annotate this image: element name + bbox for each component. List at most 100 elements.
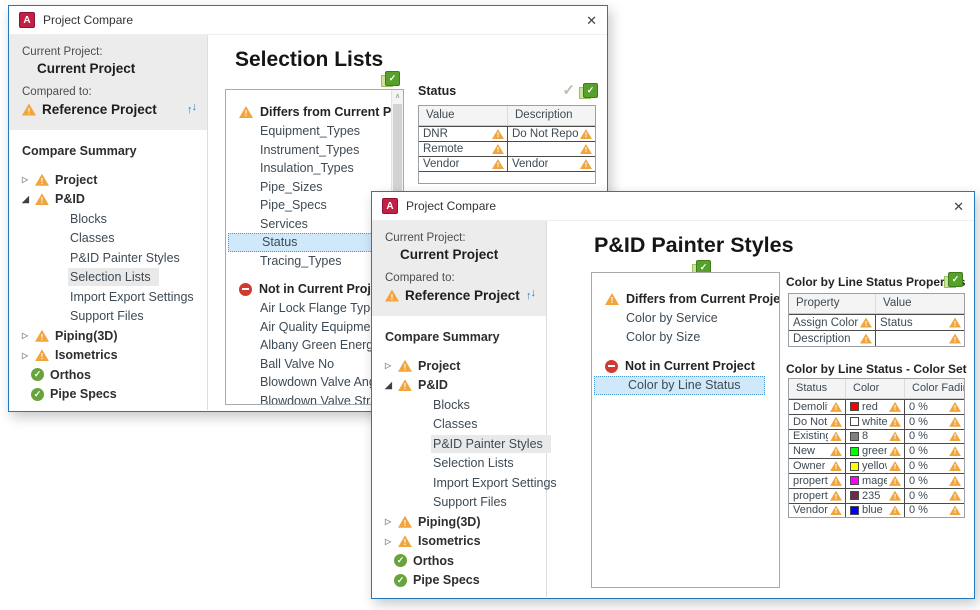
tree-item-pid-painter-styles[interactable]: P&ID Painter Styles: [385, 434, 551, 454]
tree-item-label: Support Files: [433, 495, 507, 510]
cell-value: 235: [862, 489, 881, 502]
tree-item-pid[interactable]: ◢ P&ID: [385, 376, 536, 396]
chevron-right-icon[interactable]: ▷: [385, 361, 392, 371]
tree-item-import-export-settings[interactable]: Import Export Settings: [385, 473, 557, 493]
close-icon[interactable]: ✕: [953, 198, 964, 214]
not-in-project-icon: [605, 359, 618, 373]
down-arrow-icon: ↓: [530, 286, 536, 299]
list-item[interactable]: Pipe_Sizes: [260, 179, 323, 194]
chevron-right-icon[interactable]: ▷: [385, 536, 392, 546]
properties-section-title: Color by Line Status Properties: [786, 275, 966, 289]
tree-item-blocks[interactable]: Blocks: [22, 209, 197, 229]
chevron-expanded-icon[interactable]: ◢: [385, 379, 392, 390]
chevron-right-icon[interactable]: ▷: [22, 331, 29, 341]
tree-item-label: Pipe Specs: [50, 387, 117, 402]
chevron-expanded-icon[interactable]: ◢: [22, 193, 29, 204]
tree-item-classes[interactable]: Classes: [22, 229, 197, 249]
tree-item-selection-lists[interactable]: Selection Lists: [22, 268, 197, 288]
tree-item-selection-lists[interactable]: Selection Lists: [385, 454, 536, 474]
list-item[interactable]: Equipment_Types: [260, 124, 361, 138]
warning-icon: [889, 431, 901, 441]
list-item[interactable]: Air Quality Equipment List: [260, 319, 389, 334]
warning-icon: [35, 349, 49, 361]
tree-item-orthos[interactable]: Orthos: [22, 365, 197, 385]
warning-icon: [949, 505, 961, 515]
up-arrow-icon: ↑: [526, 289, 531, 302]
tree-item-orthos[interactable]: Orthos: [385, 551, 536, 571]
cell-value: property: [793, 489, 828, 502]
tree-item-isometrics[interactable]: ▷ Isometrics: [22, 346, 197, 366]
titlebar[interactable]: A Project Compare ✕: [372, 192, 974, 220]
cell-value: Remote: [423, 143, 464, 155]
differences-list: Differs from Current Project Color by Se…: [591, 272, 780, 588]
tree-item-label: Isometrics: [418, 534, 481, 549]
list-item[interactable]: Albany Green Energy: [260, 338, 380, 352]
tree-item-project[interactable]: ▷ Project: [22, 170, 197, 190]
tree-item-project[interactable]: ▷ Project: [385, 356, 536, 376]
list-item-selected[interactable]: Color by Line Status: [594, 376, 765, 395]
list-item[interactable]: Services: [260, 216, 308, 231]
list-item[interactable]: Insulation_Types: [260, 161, 354, 175]
warning-icon: [889, 446, 901, 456]
tree-item-support-files[interactable]: Support Files: [385, 493, 536, 513]
cell-value: Vendor: [423, 158, 460, 170]
warning-icon: [889, 461, 901, 471]
close-icon[interactable]: ✕: [586, 12, 597, 28]
cell-value: 0 %: [909, 430, 928, 443]
swap-compare-icon[interactable]: ↑↓: [526, 286, 536, 302]
list-item[interactable]: Color by Service: [626, 311, 718, 325]
list-item-selected[interactable]: Status: [228, 233, 389, 252]
list-item[interactable]: Air Lock Flange Type: [260, 301, 378, 315]
list-item[interactable]: Blowdown Valve Angle No: [260, 375, 389, 389]
list-item[interactable]: Pipe_Specs: [260, 198, 327, 212]
warning-icon: [830, 402, 842, 412]
warning-icon: [860, 318, 872, 328]
tree-item-piping3d[interactable]: ▷ Piping(3D): [22, 326, 197, 346]
cell-value: magenta: [862, 474, 887, 487]
missing-group-header: Not in Current Project: [605, 356, 779, 376]
chevron-right-icon[interactable]: ▷: [22, 350, 29, 360]
warning-icon: [889, 505, 901, 515]
warning-icon: [949, 417, 961, 427]
tree-item-pipe-specs[interactable]: Pipe Specs: [385, 571, 536, 591]
accept-changes-icon[interactable]: [381, 71, 400, 87]
warning-icon: [605, 293, 619, 305]
tree-item-blocks[interactable]: Blocks: [385, 395, 536, 415]
tree-item-pipe-specs[interactable]: Pipe Specs: [22, 385, 197, 405]
warning-icon: [22, 104, 36, 116]
cell-value: 0 %: [909, 415, 928, 428]
tree-item-pid[interactable]: ◢ P&ID: [22, 190, 197, 210]
warning-icon: [949, 431, 961, 441]
tree-item-classes[interactable]: Classes: [385, 415, 536, 435]
list-item[interactable]: Color by Size: [626, 330, 701, 344]
tree-item-label: Project: [418, 358, 461, 373]
tree-item-import-export-settings[interactable]: Import Export Settings: [22, 287, 197, 307]
tree-item-isometrics[interactable]: ▷ Isometrics: [385, 532, 536, 552]
accept-changes-icon[interactable]: [579, 83, 598, 99]
cell-value: Vendor: [512, 158, 549, 170]
list-item[interactable]: Blowdown Valve Straight I: [260, 393, 389, 405]
cell-value: white: [862, 415, 887, 428]
list-item[interactable]: Tracing_Types: [260, 253, 342, 268]
table-row: Do Not I white 0 %: [789, 413, 964, 429]
reference-project-value: Reference Project: [405, 288, 520, 303]
tree-item-pid-painter-styles[interactable]: P&ID Painter Styles: [22, 248, 197, 268]
table-row: Vendor blue 0 %: [789, 502, 964, 518]
scroll-up-icon[interactable]: ∧: [394, 93, 401, 100]
cell-value: Do Not Report: [512, 128, 578, 140]
accept-changes-icon[interactable]: [944, 272, 963, 288]
titlebar[interactable]: A Project Compare ✕: [9, 6, 607, 34]
chevron-right-icon[interactable]: ▷: [22, 175, 29, 185]
list-item[interactable]: Ball Valve No: [260, 356, 335, 371]
warning-icon: [492, 159, 504, 169]
tree-item-support-files[interactable]: Support Files: [22, 307, 197, 327]
swap-compare-icon[interactable]: ↑↓: [187, 101, 197, 116]
tree-item-piping3d[interactable]: ▷ Piping(3D): [385, 512, 536, 532]
chevron-right-icon[interactable]: ▷: [385, 517, 392, 527]
warning-icon: [949, 334, 961, 344]
color-swatch: [850, 476, 859, 486]
warning-icon: [35, 330, 49, 342]
list-item[interactable]: Instrument_Types: [260, 142, 360, 157]
compare-summary-title: Compare Summary: [22, 144, 137, 158]
compare-summary-title: Compare Summary: [385, 330, 500, 344]
